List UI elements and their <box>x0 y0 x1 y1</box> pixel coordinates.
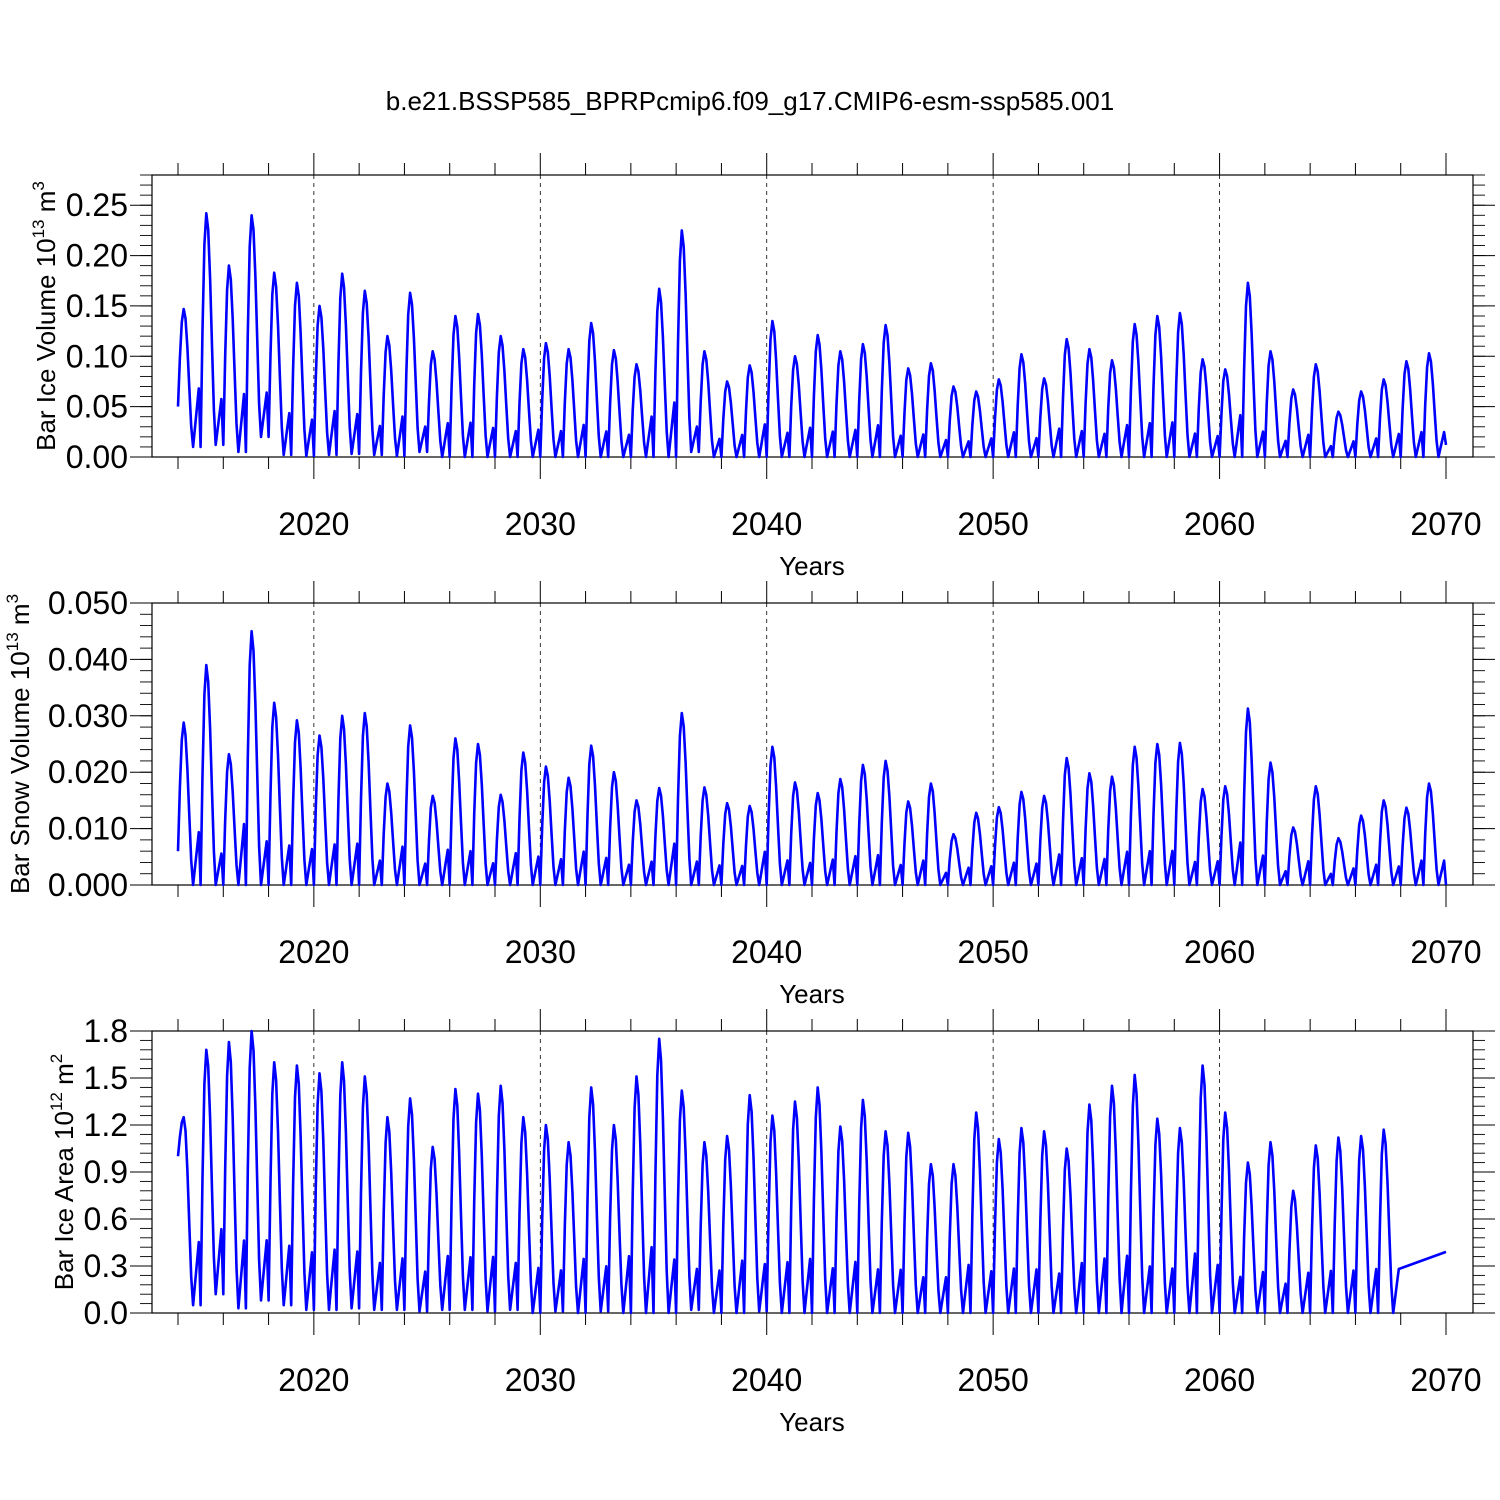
x-tick-label: 2050 <box>958 506 1029 542</box>
x-tick-label: 2040 <box>731 1362 802 1398</box>
y-axis-label-exponent: 13 <box>29 219 48 238</box>
y-tick-label: 0.20 <box>66 238 128 274</box>
y-tick-label: 0.020 <box>48 754 128 790</box>
series-line <box>176 1029 1447 1315</box>
y-axis-label: Bar Snow Volume 1013 m3 <box>3 594 35 894</box>
x-tick-label: 2070 <box>1410 934 1481 970</box>
y-tick-label: 0.25 <box>66 187 128 223</box>
y-axis-label-unit: m <box>31 191 61 220</box>
y-tick-label: 1.2 <box>84 1107 128 1143</box>
x-tick-label: 2070 <box>1410 1362 1481 1398</box>
x-tick-label: 2050 <box>958 934 1029 970</box>
y-axis-label: Bar Ice Volume 1013 m3 <box>29 181 61 451</box>
y-tick-label: 0.15 <box>66 288 128 324</box>
y-axis-label-unit: m <box>5 603 35 632</box>
y-tick-label: 0.000 <box>48 867 128 903</box>
x-axis-label: Years <box>779 551 845 581</box>
y-tick-label: 0.3 <box>84 1248 128 1284</box>
x-tick-label: 2060 <box>1184 934 1255 970</box>
y-axis-label: Bar Ice Area 1012 m2 <box>47 1054 79 1291</box>
x-tick-label: 2070 <box>1410 506 1481 542</box>
y-axis-label-text: Bar Ice Area 10 <box>49 1111 79 1290</box>
y-axis-label-unit-exponent: 3 <box>29 181 48 190</box>
series-line <box>176 629 1448 887</box>
y-axis-label-text: Bar Ice Volume 10 <box>31 238 61 450</box>
x-axis-label: Years <box>779 1407 845 1437</box>
y-tick-label: 1.5 <box>84 1060 128 1096</box>
y-axis-label-unit-exponent: 2 <box>47 1054 66 1063</box>
y-tick-label: 0.0 <box>84 1295 128 1331</box>
y-axis-label-exponent: 12 <box>47 1092 66 1111</box>
x-tick-label: 2030 <box>505 506 576 542</box>
y-tick-label: 0.10 <box>66 338 128 374</box>
x-tick-label: 2030 <box>505 934 576 970</box>
x-tick-label: 2040 <box>731 934 802 970</box>
panel-ice-volume: 2020 2030 2040 2050 2060 2070 Years 0.00 0.05 0.1… <box>29 153 1495 581</box>
y-tick-label: 0.010 <box>48 811 128 847</box>
x-tick-label: 2060 <box>1184 1362 1255 1398</box>
y-axis-label-text: Bar Snow Volume 10 <box>5 651 35 894</box>
y-tick-label: 0.030 <box>48 698 128 734</box>
y-axis-label-exponent: 13 <box>3 632 22 651</box>
y-tick-label: 1.8 <box>84 1013 128 1049</box>
x-tick-label: 2030 <box>505 1362 576 1398</box>
x-tick-label: 2020 <box>278 1362 349 1398</box>
x-tick-label: 2040 <box>731 506 802 542</box>
y-axis-label-unit: m <box>49 1063 79 1092</box>
x-axis-label: Years <box>779 979 845 1009</box>
y-tick-label: 0.9 <box>84 1154 128 1190</box>
x-tick-label: 2020 <box>278 934 349 970</box>
y-tick-label: 0.050 <box>48 585 128 621</box>
x-tick-label: 2060 <box>1184 506 1255 542</box>
y-tick-label: 0.6 <box>84 1201 128 1237</box>
panel-snow-volume: 2020 2030 2040 2050 2060 2070 Years 0.000 0.010 0… <box>3 581 1495 1009</box>
y-tick-label: 0.040 <box>48 641 128 677</box>
x-tick-label: 2050 <box>958 1362 1029 1398</box>
chart-title: b.e21.BSSP585_BPRPcmip6.f09_g17.CMIP6-es… <box>386 86 1114 116</box>
x-tick-label: 2020 <box>278 506 349 542</box>
y-tick-label: 0.00 <box>66 439 128 475</box>
y-axis-label-unit-exponent: 3 <box>3 594 22 603</box>
panel-ice-area: 2020 2030 2040 2050 2060 2070 Years 0.0 0.3 0.6 0.… <box>47 1009 1495 1437</box>
series-line <box>176 212 1448 459</box>
y-tick-label: 0.05 <box>66 389 128 425</box>
